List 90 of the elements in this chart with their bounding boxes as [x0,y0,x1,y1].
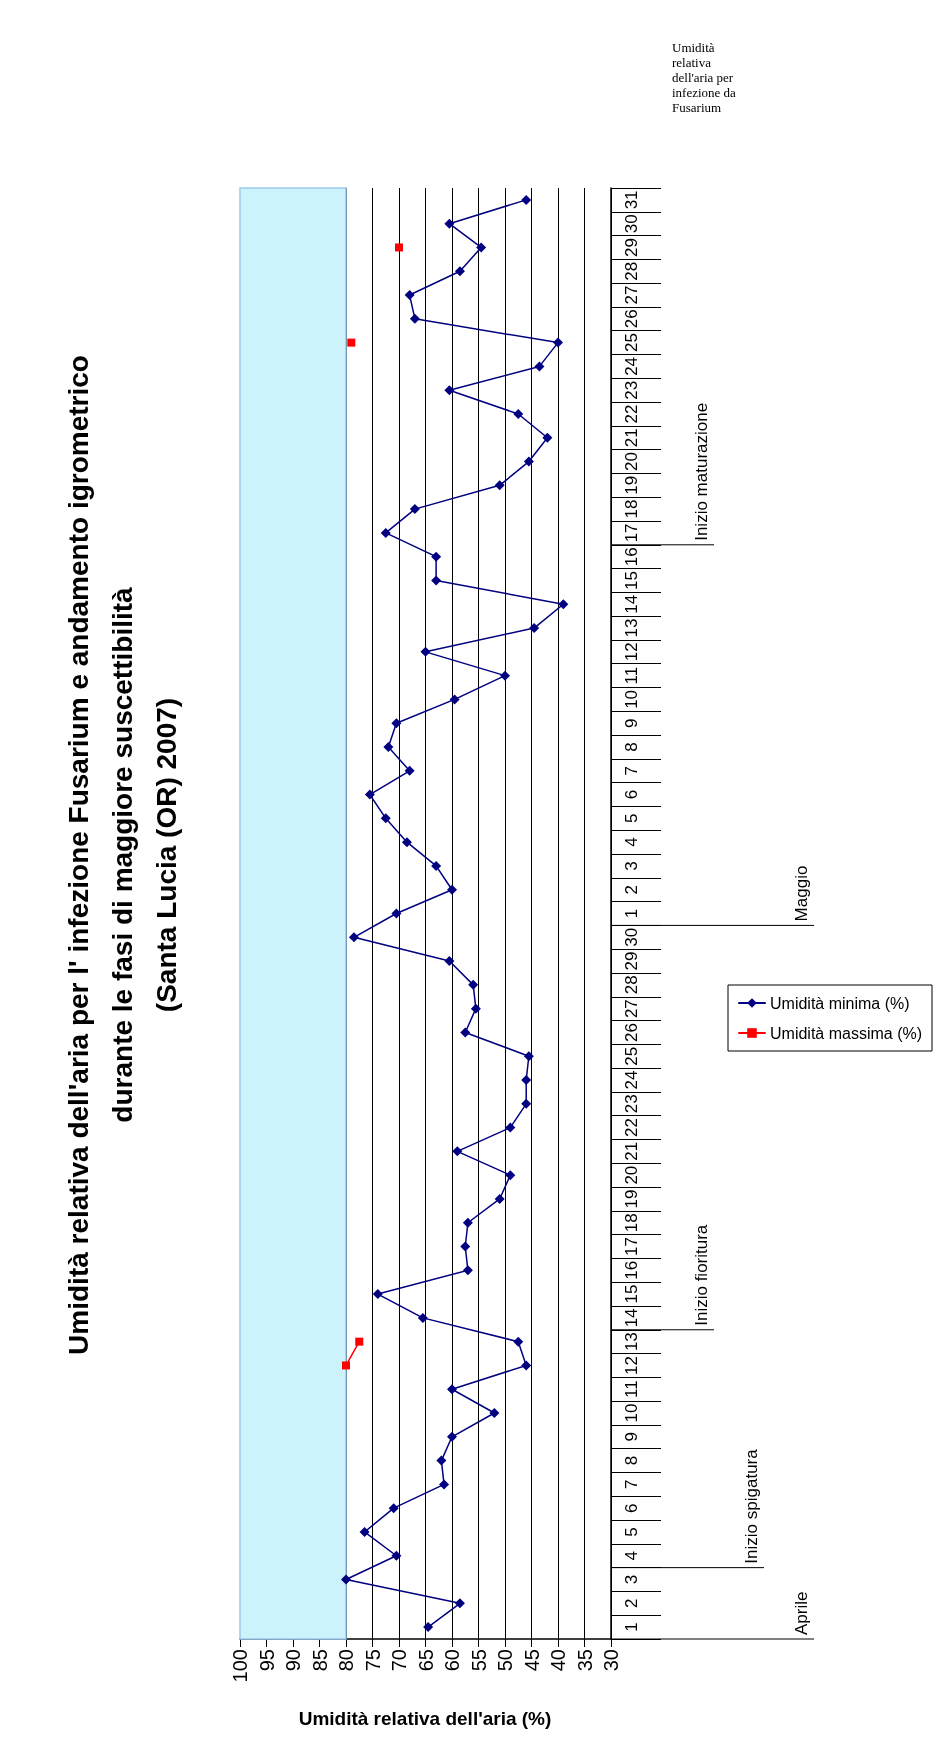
y-tick-label: 18 [622,1213,641,1233]
y-tick-label: 26 [622,1022,641,1042]
x-tick-label: 75 [361,1649,384,1672]
x-tick-label: 55 [467,1649,490,1672]
y-tick-label: 22 [622,404,641,424]
text: Inizio spigatura [742,1448,761,1564]
y-tick-label: 16 [622,1260,641,1280]
y-tick-label: 5 [622,1527,641,1537]
y-tick-label: 27 [622,999,641,1019]
y-tick-label: 4 [622,1551,641,1561]
y-tick-label: 1 [622,1622,641,1632]
y-tick-label: 23 [622,380,641,400]
y-tick-label: 9 [622,1432,641,1442]
y-tick-label: 12 [622,1355,641,1375]
y-tick-label: 22 [622,1118,641,1138]
point [395,243,403,252]
y-tick-label: 21 [622,1141,641,1161]
y-tick-label: 5 [622,813,641,824]
y-tick-label: 21 [622,428,641,448]
y-tick-label: 17 [622,1237,641,1256]
legend-label: Umidità massima (%) [770,1024,923,1042]
y-tick-label: 29 [622,951,641,971]
point [355,1337,364,1346]
x-tick-label: 95 [255,1649,278,1672]
y-tick-label: 31 [622,190,641,210]
x-tick-label: 85 [308,1649,331,1672]
y-tick-label: 7 [622,766,641,776]
y-tick-label: 25 [622,333,641,353]
x-tick-label: 60 [441,1649,463,1672]
x-tick-label: 100 [229,1649,251,1683]
y-tick-label: 26 [622,309,641,329]
y-tick-label: 8 [622,742,641,752]
y-tick-label: 29 [622,238,641,257]
x-tick-label: 80 [335,1649,357,1672]
y-tick-label: 11 [622,1380,641,1399]
y-tick-label: 16 [622,547,641,567]
y-tick-label: 17 [622,523,641,543]
y-tick-label: 15 [622,571,641,590]
y-tick-label: 3 [622,1574,641,1585]
x-tick-label: 70 [388,1649,410,1672]
y-tick-label: 18 [622,499,641,519]
y-tick-label: 2 [622,1598,641,1609]
x-tick-label: 40 [547,1649,569,1672]
legend-label: Umidità minima (%) [770,994,910,1012]
y-tick-label: 6 [622,1503,641,1513]
y-tick-label: 27 [622,285,641,305]
text: Inizio maturazione [692,402,711,541]
y-tick-label: 10 [622,1403,641,1423]
y-tick-label: 25 [622,1046,641,1066]
text: Maggio [792,865,811,922]
point [347,338,356,347]
y-tick-label: 12 [622,642,641,662]
x-tick-label: 65 [414,1649,437,1672]
y-tick-label: 30 [622,927,641,947]
y-tick-label: 19 [622,1189,641,1209]
x-tick-label: 35 [573,1649,596,1672]
y-tick-label: 10 [622,689,641,709]
text: Inizio fioritura [692,1224,711,1326]
y-tick-label: 7 [622,1479,641,1490]
point [342,1361,350,1370]
y-tick-label: 4 [622,837,641,847]
y-tick-label: 14 [622,594,641,614]
y-tick-label: 23 [622,1094,641,1114]
x-tick-label: 45 [520,1649,543,1672]
y-tick-label: 24 [622,1070,641,1090]
x-tick-label: 30 [600,1649,622,1672]
text: Umidità relativa dell'aria per infezione da Fusarium [672,40,737,115]
y-tick-label: 28 [622,975,641,995]
text: Aprile [792,1591,811,1635]
y-tick-label: 28 [622,261,641,281]
y-tick-label: 14 [622,1308,641,1328]
x-tick-label: 50 [494,1649,516,1672]
y-tick-label: 1 [622,908,641,919]
y-tick-label: 24 [622,356,641,376]
y-tick-label: 19 [622,475,641,495]
y-tick-label: 8 [622,1455,641,1466]
y-tick-label: 20 [622,452,641,472]
y-tick-label: 15 [622,1284,641,1304]
y-tick-label: 30 [622,214,641,234]
text: Umidità relativa dell'aria per l' infezione Fusarium e andamento igrometrico durante le fasi di maggiore suscettibilità (Santa Lucia (OR) 2007) [62,355,182,1355]
y-tick-label: 9 [622,718,641,728]
y-tick-label: 13 [622,1332,641,1352]
y-tick-label: 6 [622,789,641,800]
x-axis-title: Umidità relativa dell'aria (%) [298,1707,552,1729]
x-tick-label: 90 [282,1649,304,1672]
y-tick-label: 2 [622,884,641,895]
y-tick-label: 20 [622,1165,641,1185]
y-tick-label: 11 [622,666,641,685]
y-tick-label: 13 [622,618,641,638]
y-tick-label: 3 [622,861,641,871]
